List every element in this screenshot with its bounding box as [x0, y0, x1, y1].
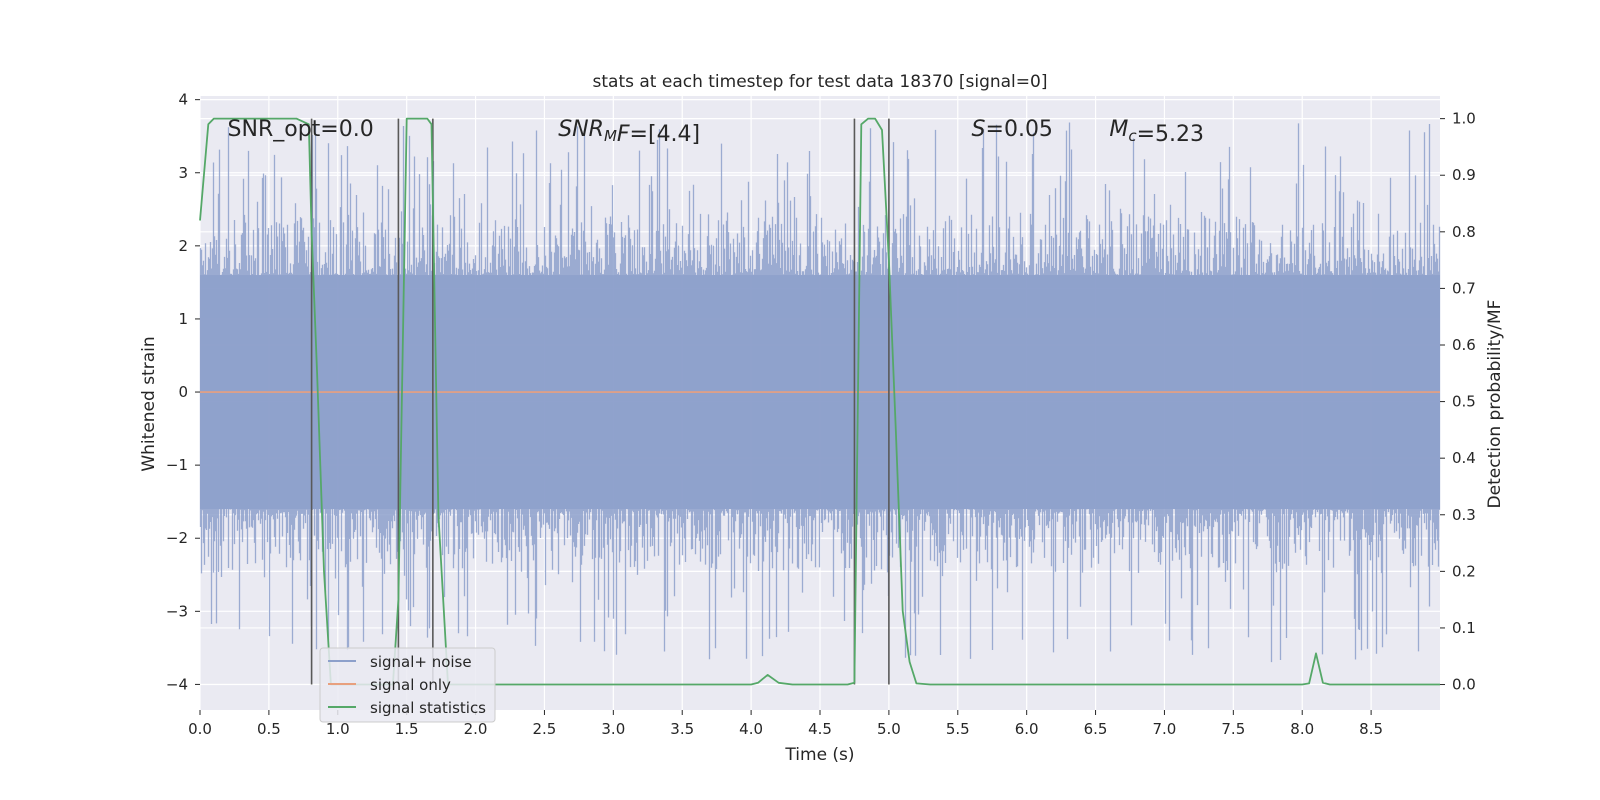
signal-statistics-line: [199, 117, 1440, 686]
legend-box: [319, 647, 496, 723]
y2-tick-label: 0.3: [1452, 506, 1476, 524]
x-tick-label: 8.0: [1290, 720, 1314, 738]
x-tick-label: 3.0: [601, 720, 625, 738]
y2-tick-label: 0.0: [1452, 676, 1476, 694]
annotation-3: Mc=5.23: [1109, 117, 1204, 147]
annotations: SNR_opt=0.0 SNRMF=[4.4] S=0.05 Mc=5.23: [228, 117, 1204, 147]
y-axis-label: Whitened strain: [139, 336, 159, 471]
y2-axis-label: Detection probability/MF: [1485, 300, 1505, 509]
y2-tick-label: 0.8: [1452, 223, 1476, 241]
annotation-0: SNR_opt=0.0: [228, 117, 374, 142]
y2-tick-label: 0.5: [1452, 393, 1476, 411]
y-axis-ticks: 4 3 2 1 0 −1 −2 −3 −4: [166, 91, 200, 693]
y-tick-label: 4: [178, 91, 188, 109]
x-axis-label: Time (s): [784, 745, 854, 765]
legend-label-signal: signal only: [370, 676, 451, 694]
x-tick-label: 2.5: [533, 720, 557, 738]
y2-tick-label: 0.7: [1452, 279, 1476, 297]
x-tick-label: 2.0: [464, 720, 488, 738]
y-tick-label: 3: [178, 164, 188, 182]
x-tick-label: 5.5: [946, 720, 970, 738]
y2-axis-ticks: 1.0 0.9 0.8 0.7 0.6 0.5 0.4 0.3 0.2 0.1 0.0: [1440, 110, 1476, 694]
y2-tick-label: 0.9: [1452, 166, 1476, 184]
y2-tick-label: 0.6: [1452, 336, 1476, 354]
y2-tick-label: 1.0: [1452, 110, 1476, 128]
legend: signal+ noise signal only signal statist…: [319, 647, 496, 723]
x-tick-label: 7.0: [1153, 720, 1177, 738]
y2-tick-label: 0.1: [1452, 619, 1476, 637]
x-tick-label: 6.0: [1015, 720, 1039, 738]
y-tick-label: −1: [166, 456, 188, 474]
x-tick-label: 1.0: [326, 720, 350, 738]
x-tick-label: 1.5: [395, 720, 419, 738]
y-tick-label: 2: [178, 237, 188, 255]
y-tick-label: −4: [166, 675, 188, 693]
legend-label-noise: signal+ noise: [370, 653, 472, 671]
x-tick-label: 4.5: [808, 720, 832, 738]
y-tick-label: −2: [166, 529, 188, 547]
x-tick-label: 6.5: [1084, 720, 1108, 738]
x-tick-label: 0.5: [257, 720, 281, 738]
y-tick-label: 1: [178, 310, 188, 328]
signal-statistics-series: [199, 117, 1440, 686]
x-tick-label: 8.5: [1359, 720, 1383, 738]
x-tick-label: 0.0: [188, 720, 212, 738]
y-tick-label: −3: [166, 602, 188, 620]
x-tick-label: 5.0: [877, 720, 901, 738]
annotation-1: SNRMF=[4.4]: [558, 117, 700, 147]
x-tick-label: 7.5: [1221, 720, 1245, 738]
annotation-2: S=0.05: [972, 117, 1053, 142]
legend-label-stats: signal statistics: [370, 699, 486, 717]
y-tick-label: 0: [178, 383, 188, 401]
chart-title: stats at each timestep for test data 183…: [593, 72, 1048, 92]
x-tick-label: 4.0: [739, 720, 763, 738]
x-axis-ticks: 0.0 0.5 1.0 1.5 2.0 2.5 3.0 3.5 4.0 4.5 5.0 5.5 6.0 6…: [188, 710, 1383, 738]
x-tick-label: 3.5: [670, 720, 694, 738]
y2-tick-label: 0.4: [1452, 449, 1476, 467]
y2-tick-label: 0.2: [1452, 562, 1476, 580]
